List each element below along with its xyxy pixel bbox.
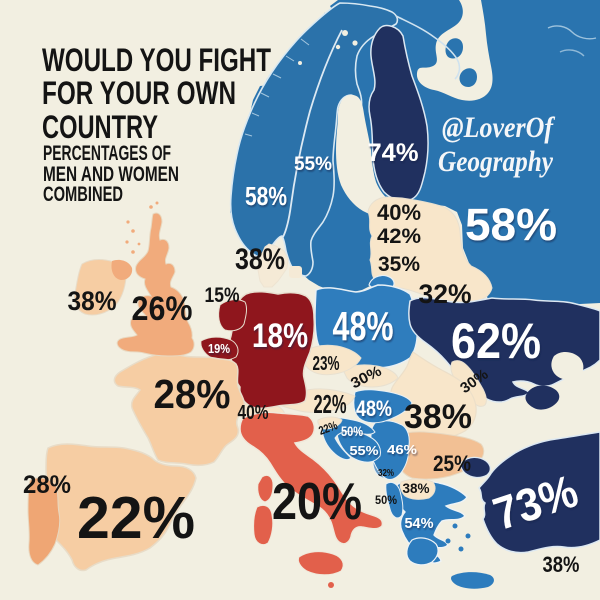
svg-text:PERCENTAGES OF: PERCENTAGES OF	[43, 142, 171, 165]
svg-text:58%: 58%	[465, 199, 557, 250]
svg-text:22%: 22%	[317, 418, 340, 438]
svg-text:25%: 25%	[433, 451, 471, 476]
svg-text:FOR YOUR OWN: FOR YOUR OWN	[42, 75, 236, 111]
svg-text:73%: 73%	[487, 464, 584, 540]
svg-text:22%: 22%	[314, 389, 347, 419]
svg-text:40%: 40%	[238, 402, 269, 424]
svg-text:55%: 55%	[294, 154, 332, 175]
svg-text:20%: 20%	[272, 473, 362, 531]
svg-text:23%: 23%	[313, 353, 340, 375]
svg-text:62%: 62%	[451, 313, 541, 369]
svg-text:50%: 50%	[341, 423, 363, 439]
svg-text:54%: 54%	[405, 515, 434, 532]
svg-text:15%: 15%	[205, 284, 240, 307]
svg-text:46%: 46%	[387, 442, 417, 457]
svg-text:38%: 38%	[543, 552, 580, 577]
svg-text:MEN AND WOMEN: MEN AND WOMEN	[43, 163, 179, 186]
svg-text:18%: 18%	[252, 317, 308, 355]
svg-text:32%: 32%	[419, 279, 472, 309]
svg-text:COMBINED: COMBINED	[43, 183, 123, 206]
svg-text:30%: 30%	[348, 363, 384, 393]
svg-text:@LoverOf: @LoverOf	[442, 111, 556, 144]
svg-text:48%: 48%	[333, 303, 394, 349]
svg-text:COUNTRY: COUNTRY	[42, 109, 158, 145]
svg-text:74%: 74%	[368, 139, 419, 167]
svg-text:38%: 38%	[403, 480, 431, 496]
svg-text:22%: 22%	[77, 485, 195, 551]
svg-text:38%: 38%	[404, 398, 472, 436]
svg-text:Geography: Geography	[438, 145, 554, 178]
svg-text:WOULD YOU FIGHT: WOULD YOU FIGHT	[42, 42, 271, 78]
svg-text:55%: 55%	[350, 443, 379, 458]
svg-text:35%: 35%	[378, 253, 420, 276]
svg-text:28%: 28%	[154, 371, 231, 417]
svg-text:40%: 40%	[377, 200, 421, 225]
svg-text:58%: 58%	[245, 181, 287, 211]
svg-text:38%: 38%	[235, 243, 285, 276]
svg-text:28%: 28%	[23, 471, 71, 499]
svg-text:30%: 30%	[457, 366, 491, 397]
svg-text:42%: 42%	[377, 225, 421, 248]
svg-text:48%: 48%	[356, 396, 392, 421]
svg-text:26%: 26%	[132, 290, 193, 328]
svg-text:50%: 50%	[375, 493, 397, 507]
svg-text:38%: 38%	[68, 286, 117, 316]
svg-text:32%: 32%	[378, 468, 394, 479]
svg-text:19%: 19%	[208, 341, 230, 356]
